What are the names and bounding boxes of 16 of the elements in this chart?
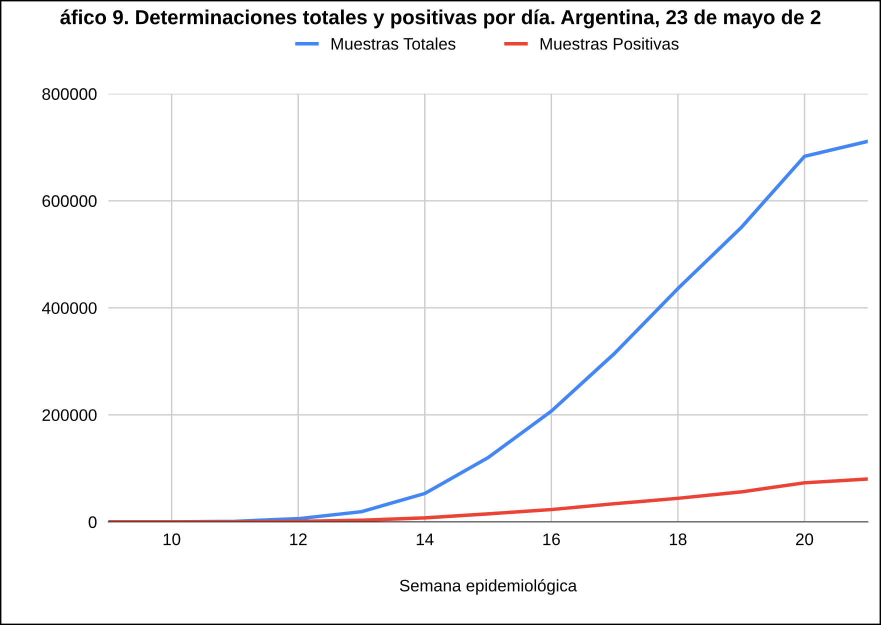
legend-label: Muestras Positivas [540, 38, 679, 50]
x-tick-label: 14 [416, 534, 434, 546]
x-tick-label: 12 [290, 533, 307, 546]
y-tick-label: 800000 [42, 88, 97, 100]
x-axis-title: Semana epidemiológica [400, 579, 578, 595]
y-tick-label: 600000 [42, 195, 97, 207]
x-tick-label: 20 [796, 533, 814, 546]
chart-title: áfico 9. Determinaciones totales y positivas por día. Argentina, 23 de mayo de 2 [60, 9, 820, 28]
x-tick-label: 18 [670, 533, 686, 546]
x-tick-label: 10 [164, 533, 180, 546]
x-tick-label: 16 [543, 533, 560, 546]
line-series [108, 477, 868, 522]
y-tick-label: 200000 [42, 409, 97, 422]
y-tick-label: 400000 [42, 302, 97, 314]
y-tick-label: 0 [88, 516, 97, 528]
legend-label: Muestras Totales [332, 38, 456, 50]
